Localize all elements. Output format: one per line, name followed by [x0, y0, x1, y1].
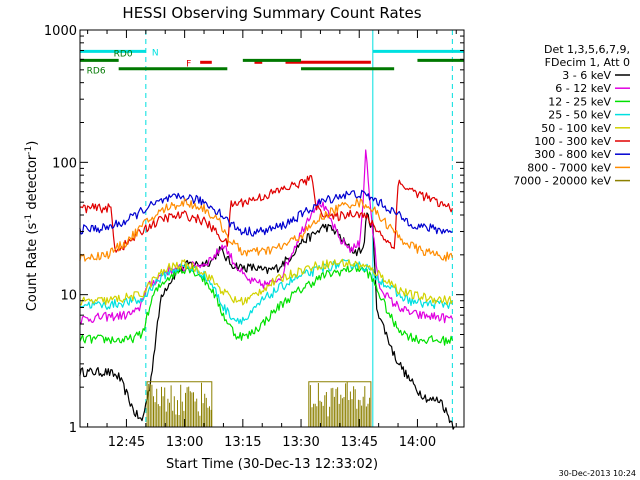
legend-label-3-6-kev: 3 - 6 keV	[562, 69, 611, 82]
legend-label-6-12-kev: 6 - 12 keV	[555, 82, 611, 95]
x-tick-label-1300: 13:00	[166, 435, 203, 450]
y-tick-label-1000: 1000	[44, 24, 77, 39]
flag-label-rd0: RD0	[114, 49, 133, 59]
y-tick-label-100: 100	[52, 156, 77, 171]
flag-label-rd6: RD6	[87, 67, 106, 77]
flag-bars: N F RD0 RD6	[80, 48, 464, 77]
x-tick-label-1245: 12:45	[108, 435, 145, 450]
x-axis-label: Start Time (30-Dec-13 12:33:02)	[166, 457, 378, 472]
y-axis-label-part-3: )	[25, 141, 40, 146]
legend-label-25-50-kev: 25 - 50 keV	[548, 109, 611, 122]
legend: Det 1,3,5,6,7,9,FDecim 1, Att 03 - 6 keV…	[513, 43, 630, 188]
axis-ticks: 1 10 100 1000 12:45 13:00 13:15 13:30 13:45 14:00	[44, 24, 464, 450]
flag-label-f: F	[186, 59, 191, 69]
legend-label-7000-20000-kev: 7000 - 20000 keV	[513, 175, 611, 188]
x-tick-label-1330: 13:30	[282, 435, 319, 450]
x-tick-label-1345: 13:45	[341, 435, 378, 450]
legend-label-50-100-kev: 50 - 100 keV	[541, 122, 611, 135]
y-axis-label: Count Rate (s-1 detector-1)	[24, 141, 40, 312]
series-line-3-6-kev	[79, 212, 455, 430]
chart-title: HESSI Observing Summary Count Rates	[122, 4, 421, 22]
series-line-100-300-kev	[79, 175, 453, 253]
y-axis-label-superscript-2: -1	[24, 146, 34, 155]
y-axis-label-part-2: detector	[25, 154, 40, 214]
flag-label-n: N	[152, 48, 159, 58]
plot-frame	[79, 29, 465, 428]
series-line-50-100-kev	[79, 258, 453, 306]
series-line-300-800-kev	[79, 189, 453, 237]
legend-label-100-300-kev: 100 - 300 keV	[534, 135, 611, 148]
y-axis-label-superscript-1: -1	[24, 214, 34, 223]
series-line-12-25-kev	[79, 263, 453, 346]
series-line-800-7000-kev	[79, 198, 453, 262]
x-tick-label-1400: 14:00	[399, 435, 436, 450]
legend-label-800-7000-kev: 800 - 7000 keV	[527, 161, 611, 174]
footer-date: 30-Dec-2013 10:24	[559, 469, 636, 478]
series-line-6-12-kev	[79, 149, 453, 324]
y-tick-label-10: 10	[60, 289, 77, 304]
x-tick-label-1315: 13:15	[224, 435, 261, 450]
data-series	[79, 149, 455, 430]
series-line-25-50-kev	[79, 259, 453, 325]
y-tick-label-1: 1	[69, 421, 77, 436]
y-axis-label-part-1: Count Rate (s	[25, 223, 40, 312]
legend-label-12-25-kev: 12 - 25 keV	[548, 95, 611, 108]
legend-label-300-800-kev: 300 - 800 keV	[534, 148, 611, 161]
legend-header-line-1: FDecim 1, Att 0	[545, 56, 630, 69]
legend-header-line-0: Det 1,3,5,6,7,9,	[544, 43, 630, 56]
